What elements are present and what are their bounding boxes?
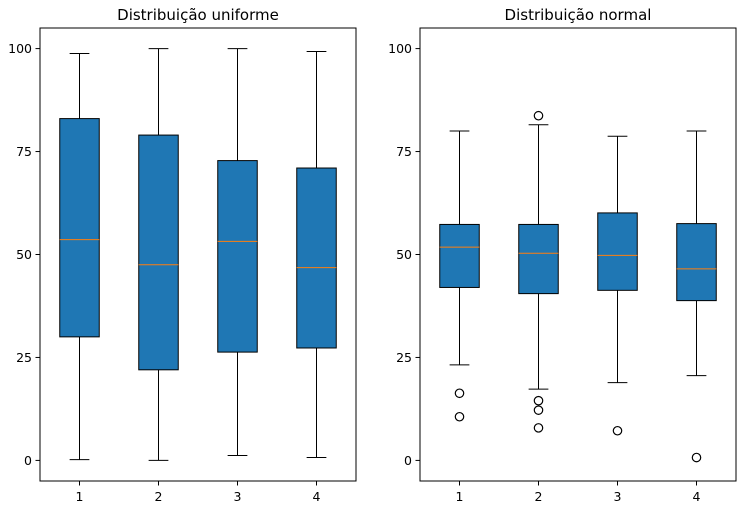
y-tick-label: 75 [396,144,412,159]
y-tick-label: 25 [16,350,32,365]
box-group-3 [597,135,638,436]
x-tick-label: 1 [76,489,84,504]
y-tick-label: 0 [24,453,32,468]
panel-title: Distribuição uniforme [117,6,279,24]
panel-normal: Distribuição normal 0 25 50 75 100 1 2 3 4 [388,6,737,504]
x-tick-label: 3 [614,489,622,504]
flier-point [454,388,465,399]
box-group-2 [518,110,559,433]
x-tick-label: 4 [313,489,321,504]
box [296,167,337,349]
y-tick-label: 100 [388,41,412,56]
x-tick-label: 3 [234,489,242,504]
x-tick-label: 2 [155,489,163,504]
flier-point [533,395,544,406]
y-tick-label: 100 [8,41,32,56]
box [59,118,100,338]
flier-point [533,423,544,433]
box [518,223,559,295]
y-tick-label: 50 [396,247,412,262]
y-tick-label: 50 [16,247,32,262]
panel-uniform: Distribuição uniforme 0 25 50 75 100 1 2 3 4 [8,6,357,504]
y-tick-label: 75 [16,144,32,159]
box-group-1 [59,53,100,461]
x-tick-label: 4 [693,489,701,504]
box [439,223,480,288]
box [217,160,258,353]
x-tick-label: 1 [456,489,464,504]
box [676,223,717,302]
flier-point [691,452,702,463]
box [597,212,638,291]
box-group-4 [296,50,337,459]
axes-frame [39,27,357,482]
flier-point [533,110,544,121]
flier-point [612,425,623,436]
box-group-3 [217,48,258,456]
box-group-2 [138,48,179,461]
flier-point [454,411,465,422]
panel-title: Distribuição normal [505,6,652,24]
box-group-4 [676,130,717,463]
y-tick-label: 25 [396,350,412,365]
x-tick-label: 2 [535,489,543,504]
box [138,134,179,371]
box-group-1 [439,130,480,422]
flier-point [533,405,544,415]
axes-frame [419,27,737,482]
y-tick-label: 0 [404,453,412,468]
